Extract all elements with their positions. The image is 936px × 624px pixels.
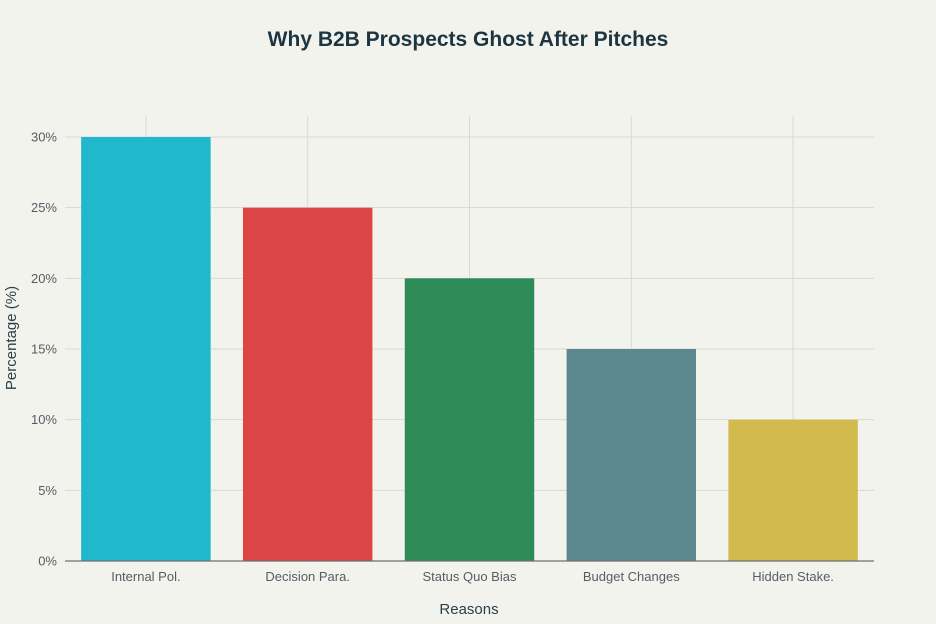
bars: [81, 137, 858, 561]
y-axis-ticks: 0% 5% 10% 15% 20% 25% 30%: [31, 130, 57, 569]
y-tick-label: 10%: [31, 412, 57, 427]
y-tick-label: 5%: [38, 483, 57, 498]
bar-hidden-stake: [728, 419, 858, 561]
chart-title: Why B2B Prospects Ghost After Pitches: [268, 28, 669, 51]
bar-status-quo-bias: [404, 278, 535, 561]
x-tick-label: Decision Para.: [265, 569, 350, 584]
bar-decision-para: [242, 207, 373, 561]
x-axis-label: Reasons: [439, 601, 498, 618]
x-tick-label: Status Quo Bias: [423, 569, 517, 584]
y-axis-label: Percentage (%): [3, 286, 20, 390]
y-tick-label: 0%: [38, 554, 57, 569]
bar-internal-pol: [81, 137, 211, 561]
y-tick-label: 25%: [31, 200, 57, 215]
x-tick-label: Hidden Stake.: [752, 569, 834, 584]
x-axis-ticks: Internal Pol. Decision Para. Status Quo Bi…: [111, 569, 834, 584]
y-tick-label: 20%: [31, 271, 57, 286]
x-tick-label: Internal Pol.: [111, 569, 180, 584]
y-tick-label: 15%: [31, 342, 57, 357]
bar-budget-changes: [566, 349, 697, 561]
y-tick-label: 30%: [31, 130, 57, 145]
x-tick-label: Budget Changes: [583, 569, 680, 584]
